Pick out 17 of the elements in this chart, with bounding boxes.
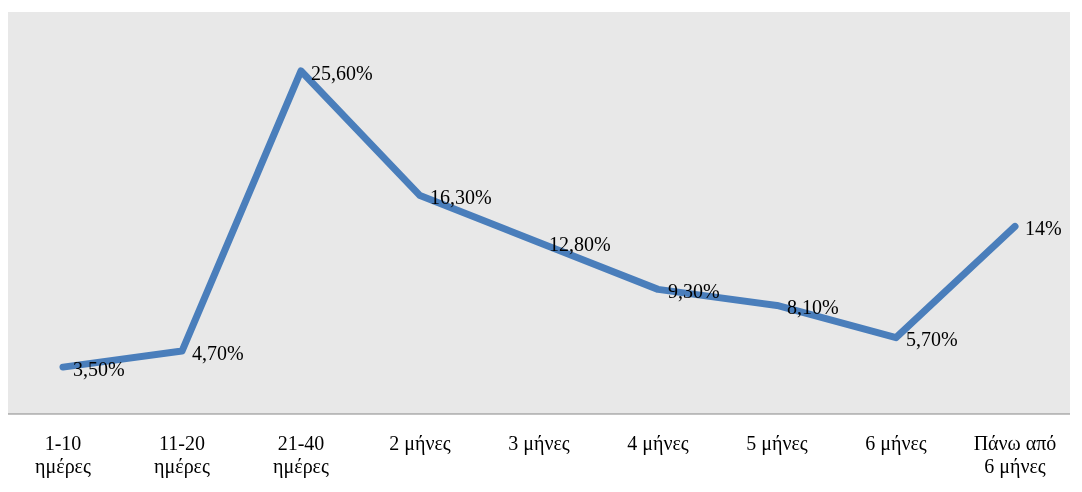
data-label: 9,30%: [668, 279, 720, 302]
data-label: 8,10%: [787, 296, 839, 319]
data-label: 12,80%: [549, 233, 611, 256]
x-tick-label: Πάνω από 6 μήνες: [973, 432, 1057, 478]
x-tick-label: 2 μήνες: [389, 432, 451, 455]
x-tick-label: 1-10 ημέρες: [35, 432, 92, 478]
x-tick-label: 3 μήνες: [508, 432, 570, 455]
data-label: 4,70%: [192, 341, 244, 364]
x-tick-label: 4 μήνες: [627, 432, 689, 455]
x-tick-label: 6 μήνες: [865, 432, 927, 455]
data-label: 16,30%: [430, 186, 492, 209]
data-label: 25,60%: [311, 61, 373, 84]
data-label: 14%: [1025, 216, 1062, 239]
data-label: 5,70%: [906, 328, 958, 351]
x-tick-label: 21-40 ημέρες: [273, 432, 330, 478]
x-tick-label: 5 μήνες: [746, 432, 808, 455]
x-tick-label: 11-20 ημέρες: [154, 432, 211, 478]
